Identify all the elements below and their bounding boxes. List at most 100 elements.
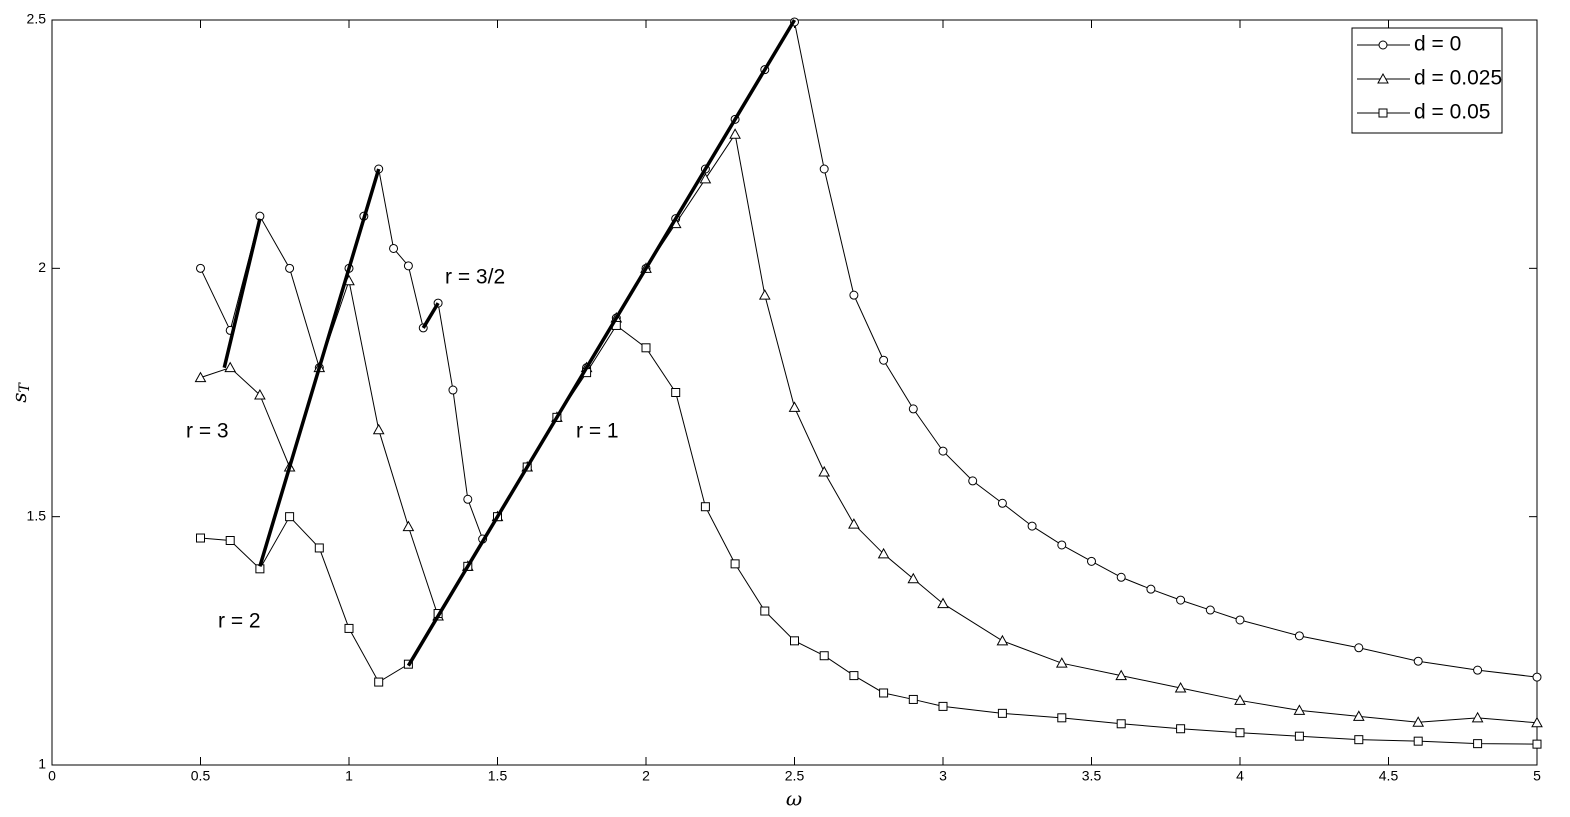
marker — [1205, 605, 1215, 615]
marker — [907, 572, 920, 584]
marker — [1532, 672, 1542, 682]
legend-label: d = 0 — [1414, 33, 1461, 56]
marker — [1116, 719, 1126, 729]
reference-line — [222, 218, 262, 369]
legend-marker — [1377, 72, 1389, 84]
annotation: r = 3 — [186, 420, 229, 443]
marker — [448, 385, 458, 395]
y-tick-label: 2 — [38, 259, 46, 275]
marker — [879, 355, 889, 365]
marker — [730, 559, 740, 569]
marker — [879, 688, 889, 698]
marker — [849, 290, 859, 300]
marker — [1413, 736, 1423, 746]
marker — [819, 164, 829, 174]
y-axis-label-sub: T — [17, 382, 33, 393]
reference-line — [258, 168, 381, 567]
x-tick-label: 1 — [345, 768, 353, 784]
marker — [314, 543, 324, 553]
x-tick-label: 4 — [1236, 768, 1244, 784]
x-tick-label: 0.5 — [191, 768, 211, 784]
marker — [937, 597, 949, 609]
marker — [224, 361, 237, 373]
marker — [285, 512, 295, 522]
marker — [254, 388, 266, 400]
marker — [968, 476, 978, 486]
marker — [1087, 556, 1096, 566]
x-tick-label: 1.5 — [488, 768, 508, 784]
marker — [1294, 731, 1304, 741]
x-tick-label: 3.5 — [1082, 768, 1102, 784]
x-tick-label: 2.5 — [785, 768, 805, 784]
marker — [997, 708, 1007, 718]
marker — [1352, 710, 1365, 721]
marker — [1413, 656, 1423, 666]
y-tick-label: 1 — [38, 756, 46, 772]
marker — [671, 388, 681, 397]
series-line — [200, 324, 1538, 745]
marker — [818, 465, 831, 477]
marker — [1293, 704, 1306, 715]
marker — [1116, 572, 1126, 582]
marker — [760, 606, 770, 616]
marker — [1473, 665, 1483, 675]
marker — [1057, 540, 1067, 550]
marker — [1146, 584, 1156, 594]
marker — [1354, 735, 1364, 745]
annotation: r = 3/2 — [445, 266, 505, 289]
marker — [819, 651, 829, 661]
marker — [758, 289, 771, 300]
marker — [196, 533, 205, 543]
marker — [1354, 643, 1364, 653]
marker — [1235, 615, 1245, 625]
marker — [1412, 716, 1425, 727]
x-tick-label: 2 — [642, 768, 650, 784]
marker — [788, 401, 801, 412]
y-tick-label: 2.5 — [27, 11, 47, 27]
y-axis-label-main: s — [7, 393, 31, 403]
marker — [374, 677, 384, 687]
marker — [402, 520, 415, 532]
x-tick-label: 0 — [48, 768, 56, 784]
marker — [1473, 739, 1483, 749]
marker — [389, 243, 399, 253]
marker — [1235, 728, 1245, 738]
marker — [1055, 657, 1068, 668]
marker — [1057, 713, 1067, 723]
marker — [1531, 716, 1543, 728]
marker — [996, 634, 1009, 646]
marker — [641, 343, 651, 353]
legend-marker — [1378, 40, 1388, 50]
y-axis-label: sT — [7, 382, 34, 403]
marker — [1115, 669, 1128, 681]
annotation: r = 1 — [576, 420, 619, 443]
marker — [372, 423, 385, 435]
marker — [344, 623, 354, 633]
legend-label: d = 0.05 — [1414, 101, 1490, 124]
marker — [849, 671, 859, 681]
marker — [938, 701, 948, 711]
x-tick-label: 3 — [939, 768, 947, 784]
marker — [1027, 521, 1037, 531]
marker — [938, 446, 948, 456]
marker — [403, 261, 413, 271]
marker — [1532, 739, 1542, 749]
reference-line — [421, 302, 440, 329]
marker — [225, 536, 235, 546]
marker — [285, 263, 295, 273]
marker — [1471, 711, 1484, 723]
marker — [1294, 631, 1304, 641]
series-line — [200, 132, 1538, 724]
marker — [1176, 724, 1186, 734]
marker — [196, 263, 205, 273]
legend-label: d = 0.025 — [1414, 67, 1502, 90]
marker — [877, 547, 890, 559]
marker — [700, 502, 710, 512]
y-tick-label: 1.5 — [27, 507, 47, 523]
marker — [463, 494, 473, 504]
marker — [194, 371, 207, 383]
marker — [699, 172, 712, 184]
x-tick-label: 5 — [1533, 768, 1541, 784]
reference-line — [406, 19, 797, 667]
